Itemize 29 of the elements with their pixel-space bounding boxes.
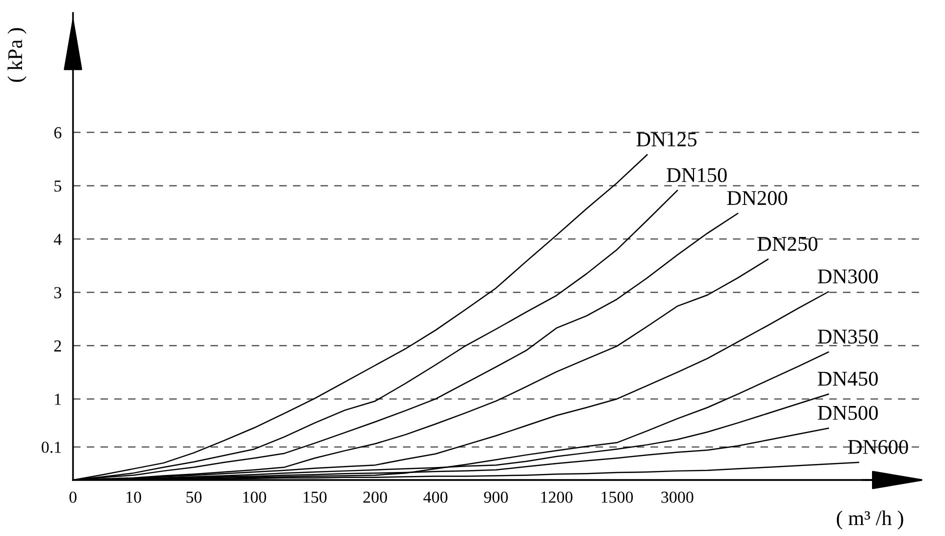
x-tick-label: 100 [243, 492, 266, 503]
series-label: DN200 [727, 190, 788, 206]
x-axis-title: ( m³ /h ) [836, 510, 904, 530]
y-tick-label: 6 [54, 127, 62, 138]
series-label: DN600 [848, 440, 908, 454]
y-tick-label: 0.1 [42, 442, 61, 453]
y-tick-label: 1 [55, 394, 61, 405]
y-axis-title: ( kPa ) [8, 28, 26, 82]
y-tick-label: 4 [54, 234, 62, 245]
x-tick-label: 200 [363, 492, 388, 503]
series-label: DN250 [757, 236, 818, 251]
series-label: DN500 [818, 406, 878, 420]
x-tick-label: 0 [69, 492, 77, 503]
x-tick-label: 3000 [661, 492, 694, 503]
x-tick-label: 1200 [541, 492, 572, 503]
x-tick-label: 10 [126, 492, 142, 503]
series-label: DN300 [818, 269, 878, 284]
x-tick-label: 900 [484, 492, 508, 503]
series-label: DN125 [636, 132, 696, 146]
x-tick-label: 1500 [602, 492, 633, 503]
x-tick-label: 50 [186, 492, 202, 503]
y-tick-label: 5 [54, 180, 62, 192]
series-label: DN350 [818, 330, 878, 344]
y-tick-label: 3 [54, 287, 62, 298]
x-tick-label: 400 [423, 492, 448, 503]
y-tick-label: 2 [54, 340, 61, 352]
x-tick-label: 150 [304, 492, 327, 503]
series-label: DN150 [666, 168, 727, 182]
series-label: DN450 [818, 372, 878, 386]
